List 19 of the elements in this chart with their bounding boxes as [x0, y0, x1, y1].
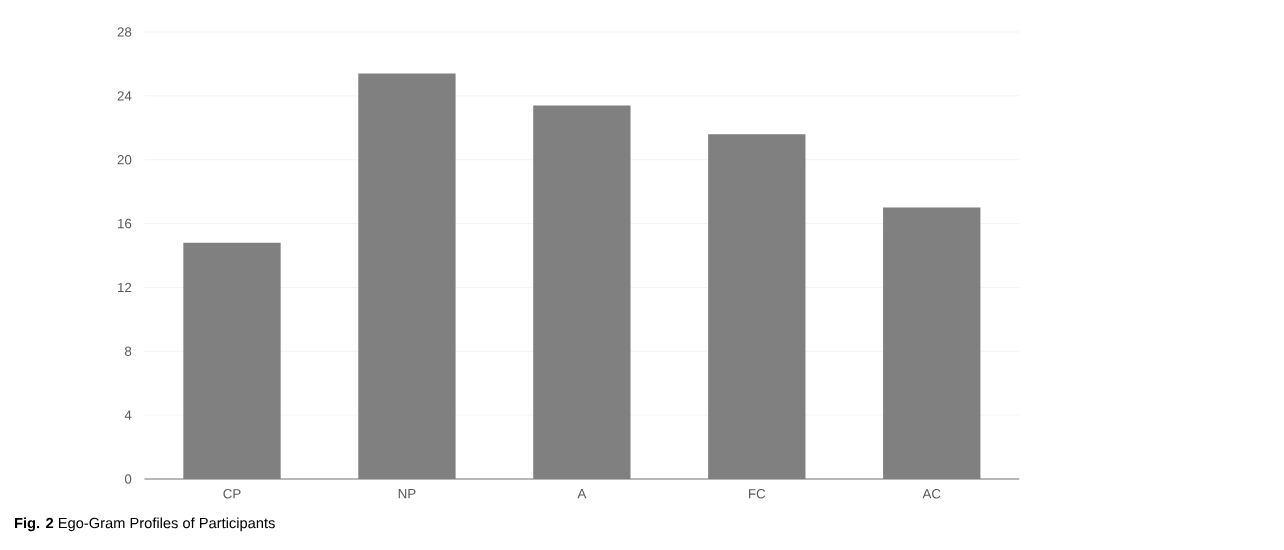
y-tick-label: 28: [117, 27, 132, 37]
x-tick-label: A: [577, 489, 587, 499]
y-tick-label: 8: [124, 346, 132, 356]
bar: [358, 73, 456, 479]
x-tick-label: FC: [749, 489, 766, 499]
bar: [183, 242, 281, 479]
x-tick-label: CP: [223, 489, 241, 499]
text: Fig. 2 Ego-Gram Profiles of Participants: [15, 517, 275, 532]
y-tick-label: 4: [124, 410, 132, 420]
x-tick-label: AC: [922, 489, 941, 499]
bar: [883, 207, 981, 479]
y-tick-label: 12: [118, 282, 132, 293]
bar: [708, 134, 806, 479]
y-tick-label: 20: [117, 155, 132, 165]
x-tick-label: NP: [398, 489, 416, 499]
y-tick-label: 16: [118, 218, 132, 229]
y-tick-label: 0: [124, 474, 132, 484]
y-tick-label: 24: [117, 91, 132, 101]
bar: [533, 105, 631, 479]
